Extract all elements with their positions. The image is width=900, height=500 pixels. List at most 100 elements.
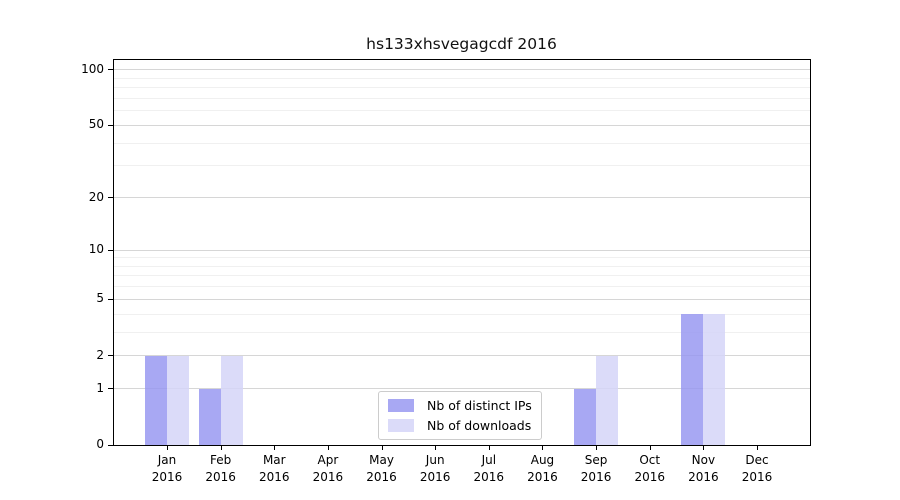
x-tick-mark (542, 446, 544, 450)
x-tick-label: Jan 2016 (131, 452, 203, 485)
y-tick-mark (108, 444, 113, 446)
x-tick-year: 2016 (688, 469, 719, 484)
gridline-minor (114, 87, 810, 89)
x-tick-month: Mar (262, 453, 286, 467)
x-tick-year: 2016 (527, 469, 558, 484)
x-tick-label: Jul 2016 (453, 452, 525, 485)
gridline-major (114, 197, 810, 199)
bar-distinct-ips-sep (574, 388, 597, 445)
x-tick-year: 2016 (151, 469, 183, 484)
gridline-major (114, 388, 810, 390)
x-tick-mark (220, 446, 222, 450)
x-tick-mark (274, 446, 276, 450)
x-tick-month: Jun (425, 453, 445, 467)
legend-item-distinct-ips: Nb of distinct IPs (388, 397, 532, 414)
x-tick-year: 2016 (312, 469, 344, 484)
legend-swatch-distinct-ips (388, 399, 414, 412)
y-tick-mark (108, 388, 113, 390)
x-tick-year: 2016 (741, 469, 773, 484)
x-tick-mark (435, 446, 437, 450)
x-tick-year: 2016 (419, 469, 451, 484)
bar-downloads-sep (596, 355, 619, 445)
y-tick-label: 10 (88, 242, 104, 257)
y-tick-mark (108, 249, 113, 251)
x-tick-mark (488, 446, 490, 450)
bar-downloads-nov (703, 314, 726, 445)
x-tick-mark (703, 446, 705, 450)
x-tick-month: Nov (691, 453, 716, 467)
x-tick-month: Aug (530, 453, 555, 467)
y-tick-label: 1 (96, 380, 104, 395)
gridline-minor (114, 165, 810, 167)
chart-title: hs133xhsvegagcdf 2016 (366, 35, 557, 53)
x-tick-label: Nov 2016 (667, 452, 739, 485)
x-tick-label: Oct 2016 (614, 452, 686, 485)
gridline-minor (114, 142, 810, 144)
x-tick-mark (757, 446, 758, 450)
x-tick-mark (381, 446, 383, 450)
x-tick-year: 2016 (205, 469, 236, 484)
legend-label-distinct-ips: Nb of distinct IPs (427, 398, 532, 413)
x-tick-month: Dec (745, 453, 769, 467)
x-tick-month: May (369, 453, 394, 467)
x-tick-month: Sep (584, 453, 608, 467)
y-tick-label: 100 (81, 61, 104, 76)
x-tick-month: Jan (157, 453, 177, 467)
gridline-major (114, 298, 810, 300)
plot-area: Nb of distinct IPs Nb of downloads (113, 59, 811, 446)
bar-distinct-ips-feb (198, 388, 221, 445)
x-tick-label: Feb 2016 (185, 452, 257, 485)
x-tick-mark (649, 446, 651, 450)
x-tick-month: Apr (317, 453, 339, 467)
bar-downloads-jan (167, 355, 189, 445)
gridline-minor (114, 110, 810, 112)
bar-downloads-feb (220, 355, 243, 445)
x-tick-label: Sep 2016 (560, 452, 632, 485)
bar-distinct-ips-jan (145, 355, 167, 445)
x-tick-year: 2016 (473, 469, 505, 484)
y-tick-mark (108, 298, 113, 300)
gridline-minor (114, 331, 810, 333)
gridline-major (114, 249, 810, 251)
gridline-minor (114, 77, 810, 79)
y-tick-mark (108, 69, 113, 71)
x-tick-year: 2016 (366, 469, 397, 484)
y-tick-mark (108, 124, 113, 126)
x-tick-label: Apr 2016 (292, 452, 364, 485)
y-tick-label: 0 (96, 437, 104, 451)
gridline-minor (114, 286, 810, 288)
y-tick-mark (108, 355, 113, 357)
gridline-major (114, 69, 810, 71)
x-tick-label: Jun 2016 (399, 452, 471, 485)
gridline-minor (114, 257, 810, 259)
x-tick-year: 2016 (580, 469, 612, 484)
bar-distinct-ips-nov (681, 314, 704, 445)
gridline-minor (114, 313, 810, 315)
x-tick-year: 2016 (634, 469, 665, 484)
legend-swatch-downloads (388, 419, 414, 432)
gridline-minor (114, 275, 810, 277)
x-tick-month: Oct (639, 453, 661, 467)
y-tick-mark (108, 197, 113, 198)
legend: Nb of distinct IPs Nb of downloads (378, 391, 542, 440)
x-tick-label: Dec 2016 (721, 452, 793, 485)
x-tick-month: Feb (210, 453, 232, 467)
gridline-major (114, 355, 810, 357)
x-tick-mark (167, 446, 168, 450)
legend-item-downloads: Nb of downloads (388, 417, 532, 434)
x-tick-mark (596, 446, 598, 450)
x-tick-label: Aug 2016 (506, 452, 578, 485)
y-tick-label: 50 (88, 117, 104, 132)
y-tick-label: 20 (88, 189, 104, 204)
gridline-major (114, 124, 810, 126)
gridline-minor (114, 265, 810, 267)
gridline-minor (114, 98, 810, 99)
legend-label-downloads: Nb of downloads (427, 418, 532, 433)
x-tick-month: Jul (481, 453, 497, 467)
x-tick-mark (327, 446, 329, 450)
x-tick-label: Mar 2016 (238, 452, 310, 485)
x-tick-label: May 2016 (346, 452, 418, 485)
x-tick-year: 2016 (258, 469, 290, 484)
y-tick-label: 5 (96, 291, 104, 306)
